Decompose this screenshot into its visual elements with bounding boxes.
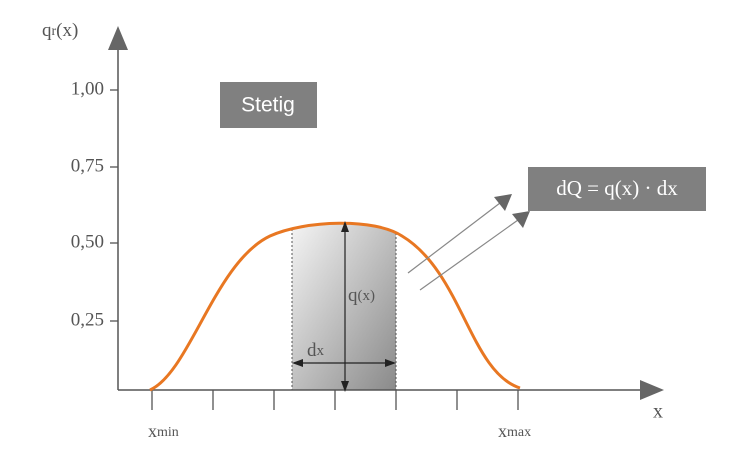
y-tick-label: 1,00: [71, 78, 104, 99]
y-tick-label: 0,25: [71, 309, 104, 330]
x-end-label: xmax: [498, 421, 531, 441]
strip: [292, 223, 396, 390]
y-tick-label: 0,50: [71, 231, 104, 252]
arrowhead: [385, 359, 396, 367]
y-tick-label: 0,75: [71, 155, 104, 176]
arrowhead: [512, 211, 530, 228]
pointer: [407, 202, 501, 274]
arrowhead: [341, 221, 349, 232]
arrowhead: [494, 194, 512, 211]
formula-box: [528, 167, 706, 211]
formula: dQ = q(x) · dx: [556, 176, 678, 200]
x-start-label: xmin: [148, 421, 179, 441]
x-arrow: [640, 380, 664, 400]
density-curve: [149, 221, 521, 392]
arrowhead: [341, 381, 349, 392]
label-box: [220, 82, 317, 128]
x-ticks: [151, 390, 519, 410]
y-ticks: [110, 89, 118, 322]
box-label: Stetig: [241, 94, 295, 117]
pointer: [419, 219, 519, 291]
height-label: q(x): [348, 285, 375, 306]
x-axis-label: x: [653, 401, 663, 423]
arrowhead: [292, 359, 303, 367]
y-axis-label: qr(x): [42, 20, 78, 41]
width-label: dx: [307, 340, 325, 361]
y-arrow: [108, 26, 128, 50]
